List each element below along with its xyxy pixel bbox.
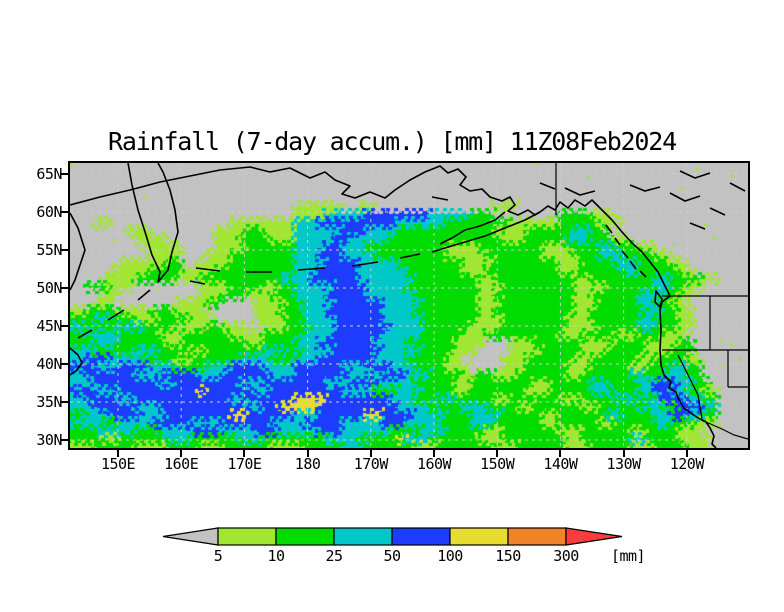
lon-tick-mark: [559, 450, 562, 457]
colorbar-segment: [507, 527, 567, 546]
lon-tick-mark: [685, 450, 688, 457]
lon-tick-mark: [433, 450, 435, 457]
lon-tick-label: 150E: [100, 455, 136, 473]
lat-tick-mark: [60, 249, 68, 251]
colorbar-tick-label: 150: [495, 547, 521, 565]
lon-tick-label: 130W: [606, 455, 642, 473]
colorbar-unit-label: [mm]: [611, 547, 645, 565]
lat-tick-mark: [60, 363, 68, 365]
lat-tick-label: 30N: [36, 431, 62, 449]
lon-tick-label: 160E: [164, 455, 199, 473]
lat-tick-label: 35N: [36, 393, 62, 411]
lat-tick-mark: [60, 401, 68, 403]
lon-tick-mark: [180, 450, 183, 457]
plot-title: Rainfall (7-day accum.) [mm] 11Z08Feb202…: [108, 127, 677, 156]
colorbar-segment: [275, 527, 335, 546]
lon-tick-label: 180: [294, 455, 321, 473]
colorbar-segment: [333, 527, 393, 546]
map-frame: [68, 161, 750, 450]
coastlines: [70, 163, 746, 448]
colorbar-tick-label: 300: [553, 547, 579, 565]
lon-tick-mark: [622, 450, 625, 457]
lat-tick-mark: [60, 211, 68, 213]
lon-tick-mark: [117, 450, 119, 457]
colorbar-segment: [449, 527, 509, 546]
lat-tick-label: 60N: [36, 203, 62, 221]
lat-tick-label: 40N: [36, 355, 62, 373]
colorbar-tick-label: 100: [437, 547, 463, 565]
colorbar-below-arrow: [162, 527, 219, 546]
colorbar-above-arrow: [565, 527, 623, 546]
lat-tick-mark: [60, 173, 68, 175]
colorbar-tick-label: 25: [325, 547, 342, 565]
lat-tick-label: 45N: [36, 317, 62, 335]
lon-tick-mark: [496, 450, 499, 457]
lat-tick-label: 65N: [36, 165, 62, 183]
colorbar-tick-label: 10: [267, 547, 285, 565]
lat-tick-label: 50N: [36, 279, 62, 297]
colorbar-segment: [217, 527, 277, 546]
rainfall-field-canvas: [70, 163, 748, 448]
colorbar: 5 10 25 50 100 150 300 [mm]: [162, 527, 646, 565]
lon-tick-label: 150W: [480, 455, 515, 473]
colorbar-tick-label: 50: [383, 547, 401, 565]
colorbar-segment: [391, 527, 451, 546]
lon-tick-mark: [243, 450, 246, 457]
lon-tick-label: 120W: [669, 455, 705, 473]
lat-tick-mark: [60, 325, 68, 327]
lon-tick-label: 170E: [227, 455, 262, 473]
graticule: [70, 163, 748, 448]
lon-tick-mark: [369, 450, 372, 457]
map-overlay: [70, 163, 748, 448]
colorbar-tick-label: 5: [214, 547, 223, 565]
lon-tick-label: 160W: [416, 455, 452, 473]
lat-tick-mark: [60, 439, 68, 441]
lon-tick-label: 170W: [353, 455, 389, 473]
lon-tick-label: 140W: [543, 455, 578, 473]
lat-tick-label: 55N: [36, 241, 62, 259]
lon-tick-mark: [306, 450, 309, 457]
political-borders: [555, 163, 748, 440]
lat-tick-mark: [60, 287, 68, 289]
